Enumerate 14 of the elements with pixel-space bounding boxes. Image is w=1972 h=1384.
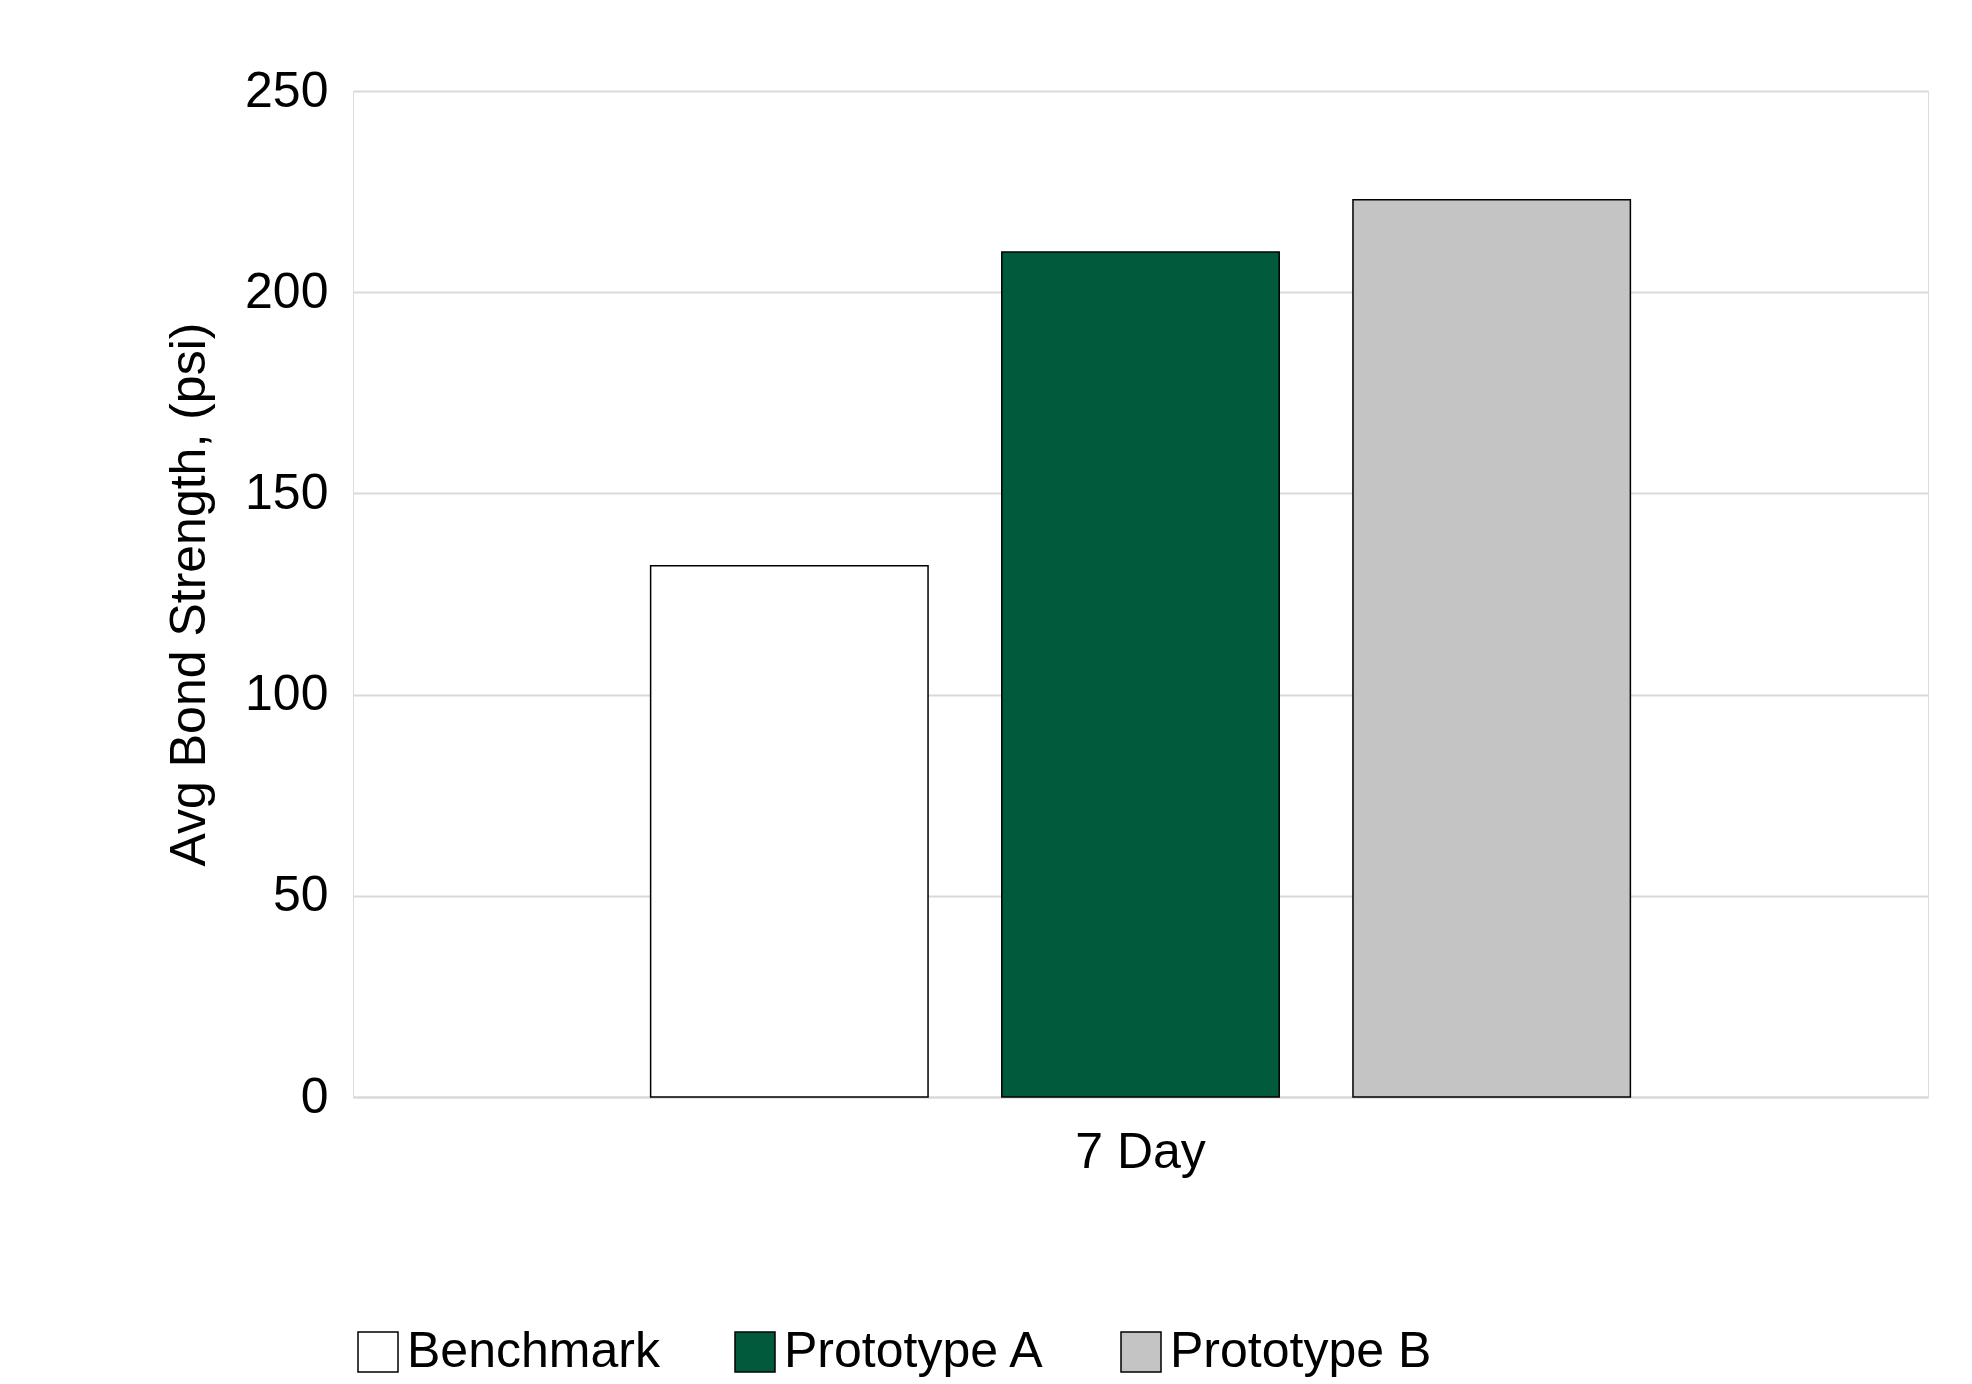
x-tick-label: 7 Day — [1075, 1122, 1206, 1179]
legend-label: Benchmark — [407, 1322, 661, 1378]
y-tick-label: 150 — [245, 463, 329, 520]
y-tick-label: 100 — [245, 665, 329, 722]
bar — [1352, 198, 1632, 1098]
bar — [1001, 251, 1280, 1098]
legend-label: Prototype B — [1170, 1322, 1432, 1378]
legend-label: Prototype A — [784, 1322, 1044, 1378]
y-tick-label: 0 — [300, 1067, 329, 1124]
y-tick-label: 50 — [272, 866, 329, 923]
y-tick-label: 250 — [245, 61, 329, 118]
bar — [649, 565, 929, 1098]
y-tick-label: 200 — [245, 262, 329, 319]
y-axis-title: Avg Bond Strength, (psi) — [160, 322, 217, 867]
